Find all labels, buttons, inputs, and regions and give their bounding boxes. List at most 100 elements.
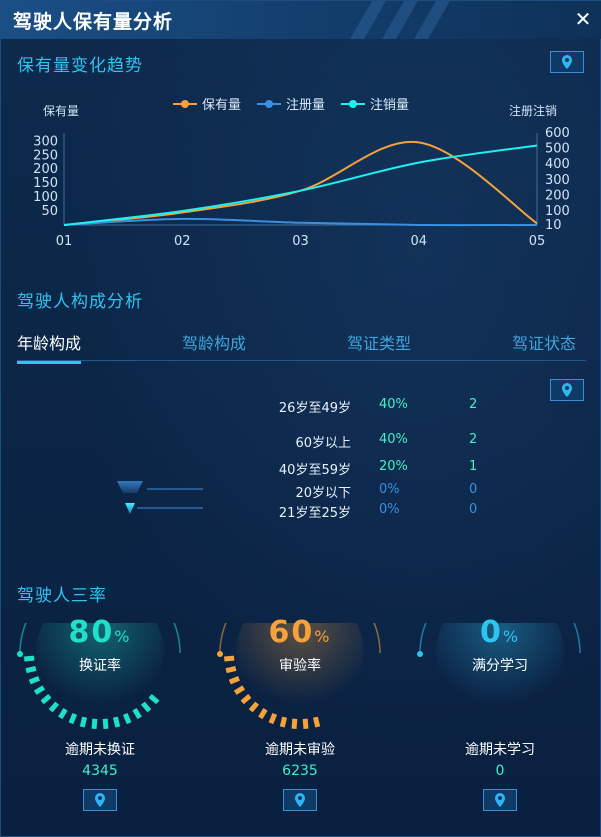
rate-location-button[interactable] bbox=[83, 789, 117, 811]
age-row-name: 60岁以上 bbox=[295, 436, 351, 451]
y-right-tick-label: 600 bbox=[545, 126, 570, 141]
y-right-tick-label: 500 bbox=[545, 142, 570, 157]
close-icon[interactable]: ✕ bbox=[574, 7, 592, 31]
gauge-tick bbox=[24, 655, 35, 662]
funnel-chart bbox=[117, 481, 203, 514]
left-axis-title: 保有量 bbox=[43, 104, 80, 118]
rate-overdue-count: 6235 bbox=[282, 763, 318, 779]
chart-legend: 保有量 注册量 注销量 bbox=[173, 94, 409, 113]
composition-section-title: 驾驶人构成分析 bbox=[17, 292, 143, 312]
rate-number: 80 bbox=[68, 615, 115, 650]
legend-label: 注销量 bbox=[370, 98, 410, 113]
y-left-tick-label: 250 bbox=[33, 148, 58, 163]
age-row-count: 0 bbox=[469, 502, 478, 517]
location-pin-icon bbox=[562, 383, 572, 397]
title-stripe bbox=[414, 1, 450, 39]
rate-overdue-label: 逾期未审验 bbox=[265, 742, 335, 758]
gauge-tick bbox=[91, 718, 98, 729]
gauge-start-dot bbox=[17, 651, 23, 657]
rate-location-button[interactable] bbox=[283, 789, 317, 811]
gauge-tick bbox=[58, 707, 68, 720]
gauge-tick bbox=[258, 707, 268, 720]
rates-section-title: 驾驶人三率 bbox=[17, 586, 107, 606]
gauge-tick bbox=[240, 693, 252, 705]
age-row-percent: 20% bbox=[379, 459, 408, 474]
age-row-count: 2 bbox=[469, 432, 478, 447]
funnel-segment[interactable] bbox=[125, 503, 135, 514]
gauge-tick bbox=[224, 655, 235, 662]
gauge-arc bbox=[17, 623, 181, 729]
tab-license-status[interactable]: 驾证状态 bbox=[512, 334, 577, 353]
title-stripe bbox=[350, 1, 386, 39]
legend-item[interactable]: 保有量 bbox=[173, 94, 241, 113]
gauge-tick bbox=[33, 685, 46, 695]
x-tick-label: 05 bbox=[529, 234, 546, 249]
series-line[interactable] bbox=[63, 217, 538, 227]
gauge-glow bbox=[436, 623, 564, 717]
legend-item[interactable]: 注册量 bbox=[257, 94, 325, 113]
legend-item[interactable]: 注销量 bbox=[341, 94, 409, 113]
gauge-tick bbox=[312, 716, 321, 728]
legend-marker bbox=[173, 99, 197, 109]
y-left-tick-label: 200 bbox=[33, 162, 58, 177]
y-left-tick-label: 150 bbox=[33, 176, 58, 191]
y-right-tick-label: 100 bbox=[545, 204, 570, 219]
gauge-tick bbox=[28, 675, 40, 685]
series-line[interactable] bbox=[63, 144, 538, 226]
age-row-percent: 40% bbox=[379, 397, 408, 412]
gauge-tick bbox=[279, 716, 288, 728]
age-row[interactable]: 20岁以下 0% 0 bbox=[271, 482, 511, 501]
y-right-tick-label: 400 bbox=[545, 157, 570, 172]
x-tick-label: 02 bbox=[174, 234, 191, 249]
tab-age[interactable]: 年龄构成 bbox=[17, 330, 82, 364]
tab-license-type[interactable]: 驾证类型 bbox=[347, 334, 412, 353]
age-row-name: 20岁以下 bbox=[295, 486, 351, 501]
right-axis-title: 注册注销 bbox=[509, 104, 558, 118]
gauge-glow bbox=[236, 623, 364, 717]
gauge-start-dot bbox=[217, 651, 223, 657]
y-left-tick-label: 50 bbox=[41, 204, 58, 219]
age-row[interactable]: 60岁以上 40% 2 bbox=[271, 432, 511, 451]
age-row[interactable]: 40岁至59岁 20% 1 bbox=[271, 459, 511, 478]
x-tick-label: 03 bbox=[292, 234, 309, 249]
rate-overdue-count: 4345 bbox=[82, 763, 118, 779]
tab-driving-years[interactable]: 驾龄构成 bbox=[182, 334, 247, 353]
rate-number: 60 bbox=[268, 615, 315, 650]
composition-tabs: 年龄构成 驾龄构成 驾证类型 驾证状态 bbox=[17, 328, 586, 364]
gauge-tick bbox=[122, 713, 132, 725]
gauge-tick bbox=[140, 701, 152, 713]
y-left-tick-label: 100 bbox=[33, 190, 58, 205]
age-row-percent: 0% bbox=[379, 502, 400, 517]
age-row-name: 40岁至59岁 bbox=[278, 463, 351, 478]
gauge-tick bbox=[112, 716, 121, 728]
age-row[interactable]: 21岁至25岁 0% 0 bbox=[271, 502, 511, 521]
age-row-percent: 0% bbox=[379, 482, 400, 497]
gauge-tick bbox=[302, 718, 309, 729]
funnel-segment[interactable] bbox=[117, 481, 143, 493]
rate-value: 0% bbox=[415, 615, 585, 650]
composition-location-button[interactable] bbox=[550, 379, 584, 401]
y-right-tick-label: 300 bbox=[545, 173, 570, 188]
x-tick-label: 01 bbox=[56, 234, 73, 249]
gauge-tick bbox=[25, 665, 37, 674]
rate-label: 审验率 bbox=[279, 658, 321, 674]
gauge-tick bbox=[268, 713, 278, 725]
rate-location-button[interactable] bbox=[483, 789, 517, 811]
y-right-tick-label: 10 bbox=[545, 218, 562, 233]
title-stripe bbox=[382, 1, 418, 39]
rate-unit: % bbox=[502, 627, 521, 646]
rate-unit: % bbox=[314, 627, 332, 646]
trend-location-button[interactable] bbox=[550, 51, 584, 73]
age-row[interactable]: 26岁至49岁 40% 2 bbox=[271, 397, 511, 416]
gauge-arc bbox=[417, 623, 581, 717]
rate-overdue-label: 逾期未换证 bbox=[65, 742, 135, 758]
gauge-tick bbox=[228, 675, 240, 685]
title-bar: 驾驶人保有量分析 ✕ bbox=[1, 1, 601, 39]
location-pin-icon bbox=[95, 793, 105, 807]
gauge-tick bbox=[148, 693, 160, 705]
age-row-count: 1 bbox=[469, 459, 478, 474]
y-left-tick-label: 300 bbox=[33, 134, 58, 149]
legend-marker bbox=[257, 99, 282, 109]
